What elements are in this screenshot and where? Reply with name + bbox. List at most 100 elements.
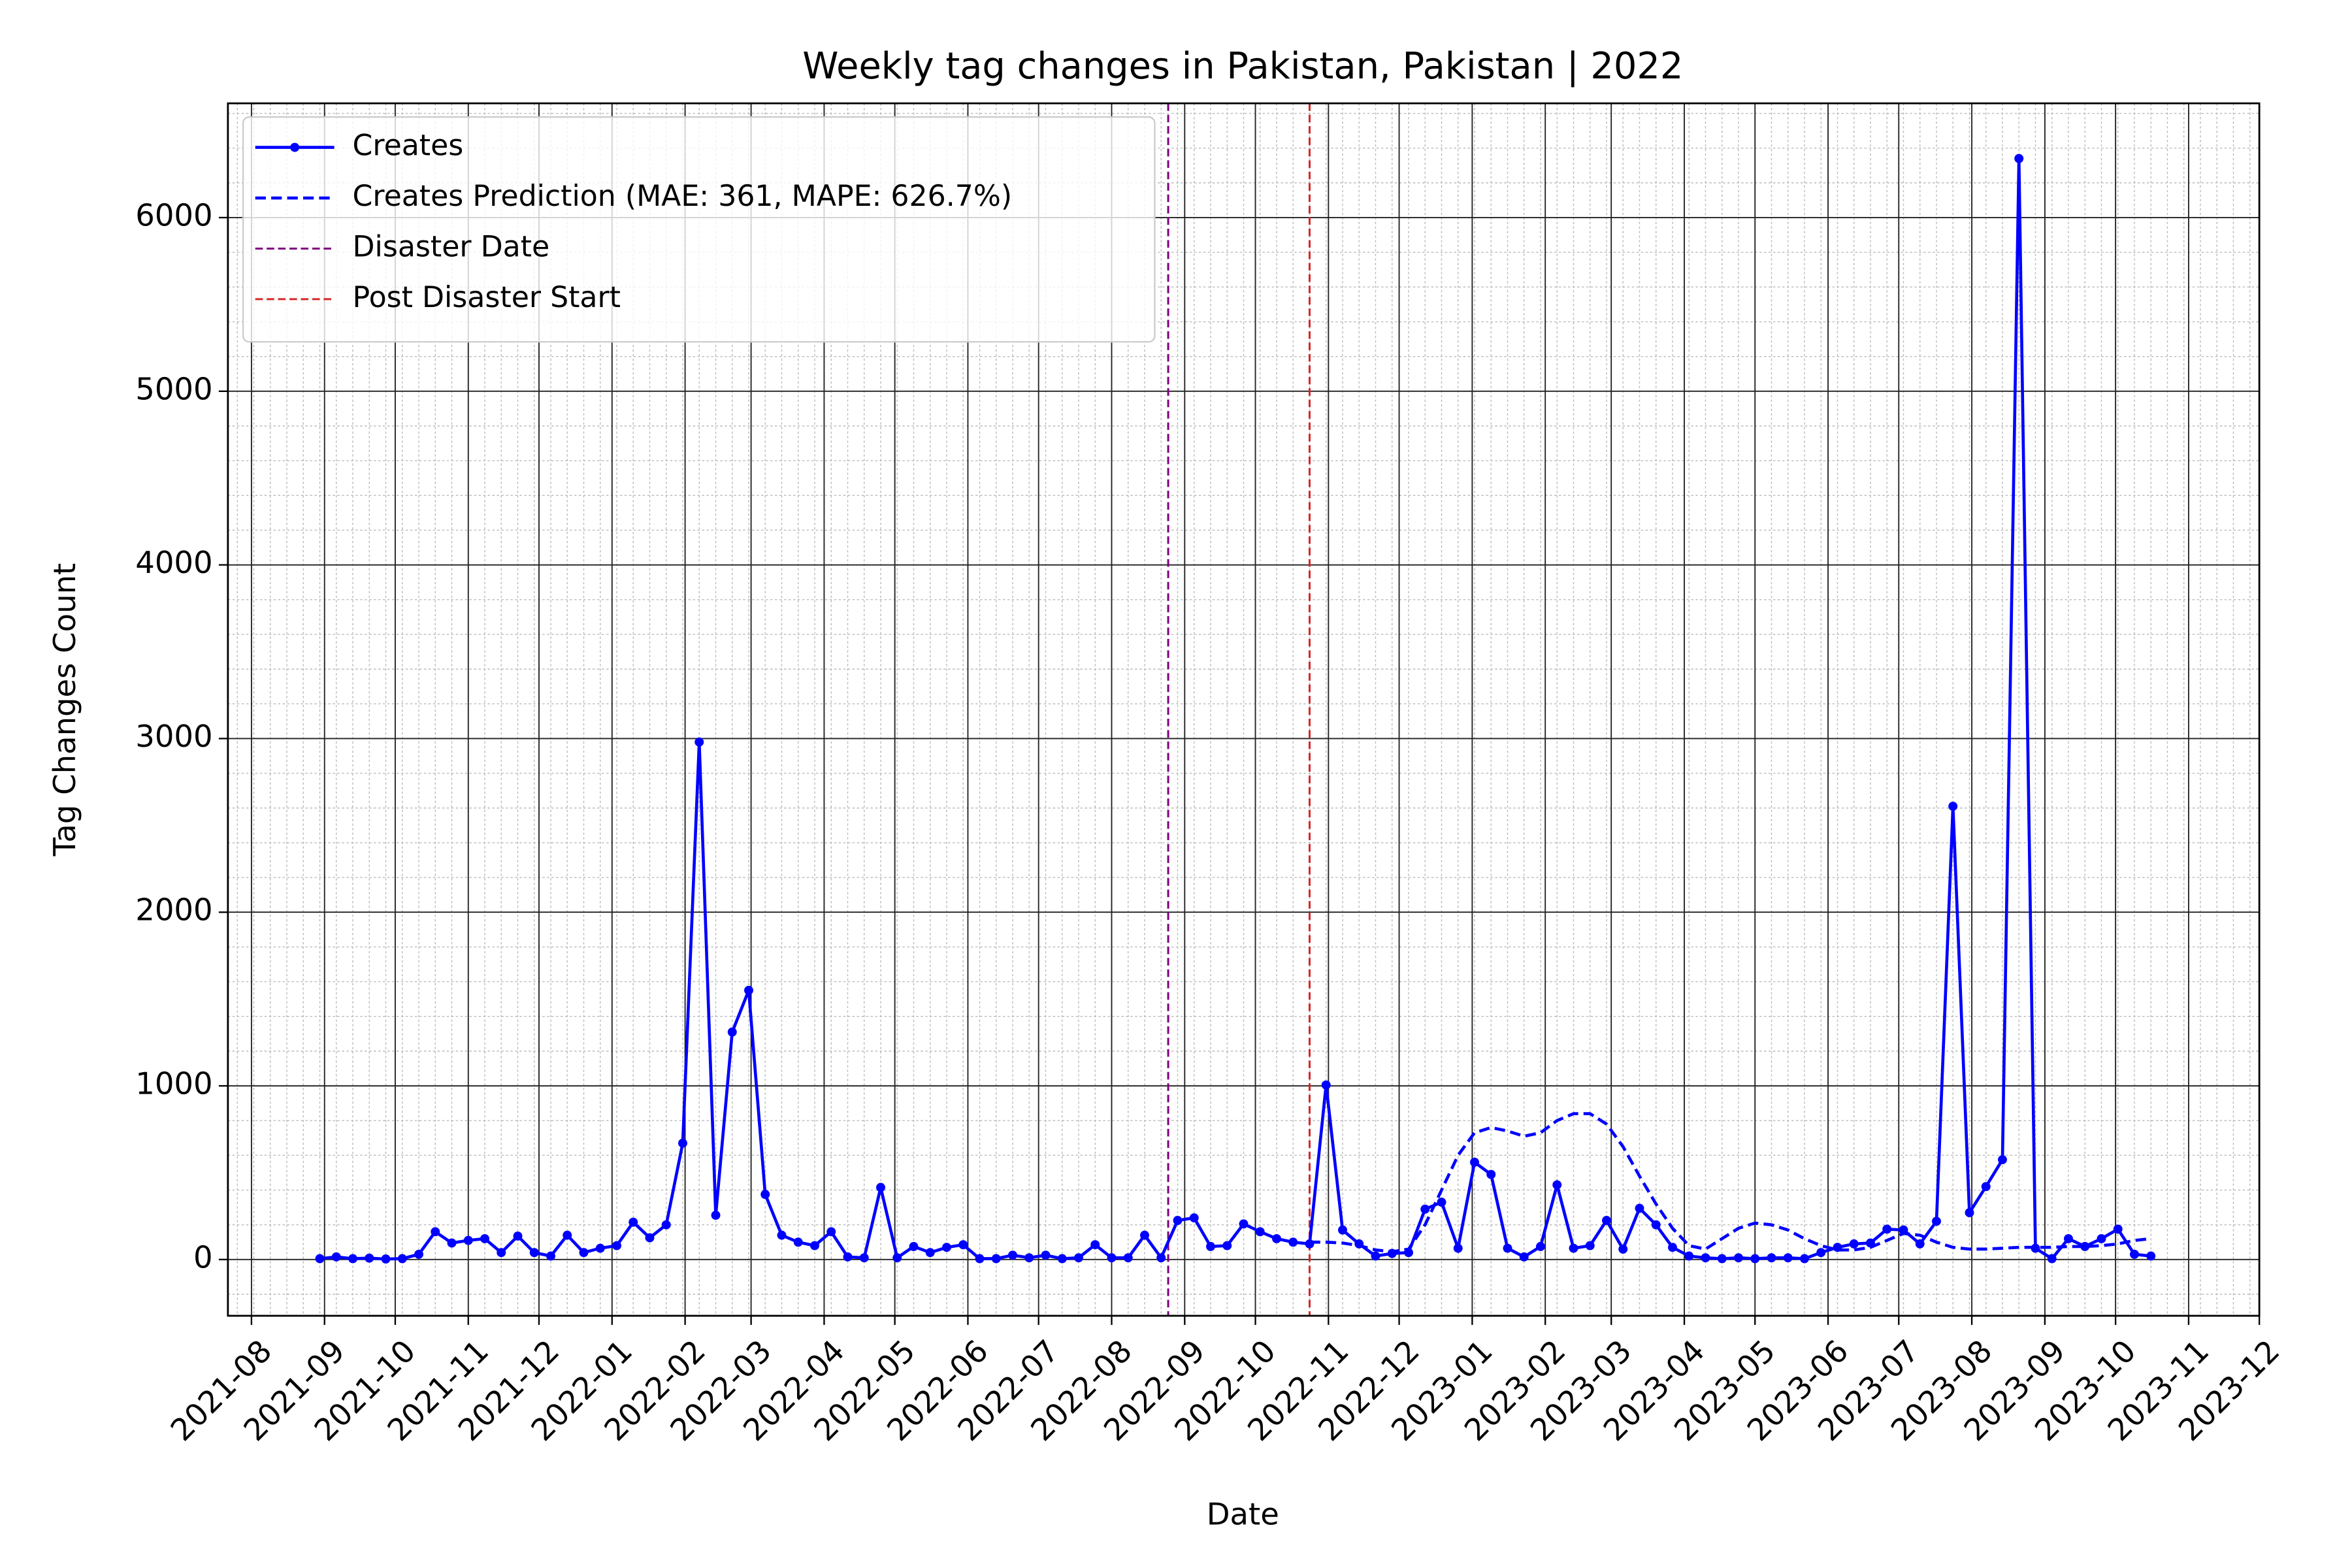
data-point: [1189, 1213, 1199, 1223]
data-point: [2063, 1233, 2073, 1243]
data-point: [1569, 1243, 1578, 1253]
data-point: [1799, 1254, 1809, 1264]
data-point: [1255, 1227, 1265, 1237]
data-point: [975, 1254, 985, 1264]
data-point: [1767, 1253, 1776, 1263]
data-point: [1965, 1208, 1974, 1218]
data-point: [991, 1254, 1001, 1264]
data-point: [909, 1241, 919, 1251]
data-point: [1931, 1217, 1941, 1226]
data-point: [2146, 1251, 2156, 1261]
data-point: [1470, 1158, 1479, 1167]
data-point: [1750, 1254, 1760, 1264]
data-point: [1140, 1230, 1149, 1240]
chart-title: Weekly tag changes in Pakistan, Pakistan…: [802, 45, 1683, 88]
data-point: [2014, 154, 2024, 163]
data-point: [711, 1211, 721, 1220]
x-axis-label: Date: [1207, 1496, 1279, 1531]
data-point: [1008, 1250, 1017, 1260]
legend-label: Creates: [353, 129, 464, 163]
y-tick-label: 4000: [135, 545, 212, 580]
data-point: [1668, 1243, 1677, 1252]
data-point: [1585, 1241, 1595, 1250]
data-point: [365, 1253, 374, 1263]
data-point: [1321, 1080, 1331, 1090]
data-point: [1948, 802, 1958, 811]
data-point: [859, 1253, 869, 1263]
data-point: [1272, 1233, 1281, 1243]
data-point: [810, 1241, 819, 1250]
data-point: [892, 1253, 902, 1263]
legend-label: Creates Prediction (MAE: 361, MAPE: 626.…: [353, 180, 1013, 213]
data-point: [1371, 1251, 1380, 1261]
y-tick-label: 0: [193, 1239, 213, 1275]
data-point: [1733, 1253, 1743, 1263]
series-line: [319, 158, 2151, 1261]
data-point: [942, 1243, 951, 1252]
data-point: [1057, 1254, 1067, 1264]
data-point: [2113, 1224, 2123, 1234]
data-point: [397, 1254, 407, 1264]
data-point: [1338, 1225, 1347, 1235]
data-point: [744, 985, 753, 995]
data-point: [414, 1249, 423, 1259]
data-point: [843, 1252, 853, 1262]
data-point: [1239, 1219, 1249, 1229]
data-point: [958, 1240, 968, 1250]
data-point: [579, 1248, 589, 1258]
data-point: [925, 1248, 935, 1258]
data-point: [529, 1248, 539, 1258]
data-point: [1552, 1180, 1562, 1190]
data-point: [2097, 1233, 2106, 1243]
data-point: [1519, 1252, 1529, 1262]
legend-label: Post Disaster Start: [353, 281, 621, 314]
y-axis-label: Tag Changes Count: [47, 563, 82, 857]
data-point: [1024, 1253, 1034, 1263]
data-point: [563, 1230, 572, 1240]
data-point: [1915, 1239, 1925, 1249]
data-point: [2129, 1249, 2139, 1259]
legend-marker: [290, 142, 300, 152]
series-line: [1309, 1112, 2151, 1254]
data-point: [1717, 1254, 1727, 1264]
data-point: [546, 1251, 555, 1261]
data-point: [1107, 1253, 1117, 1263]
data-point: [315, 1254, 325, 1264]
data-point: [1288, 1237, 1298, 1247]
data-point: [1602, 1216, 1611, 1226]
data-point: [629, 1217, 638, 1227]
data-point: [678, 1138, 687, 1148]
data-point: [463, 1235, 473, 1245]
data-point: [1206, 1241, 1215, 1251]
data-point: [1486, 1169, 1496, 1179]
data-point: [1684, 1251, 1694, 1261]
data-point: [331, 1252, 341, 1262]
y-tick-label: 1000: [135, 1066, 212, 1102]
data-point: [1041, 1250, 1051, 1260]
data-point: [1997, 1155, 2007, 1164]
data-point: [1437, 1198, 1446, 1207]
data-point: [661, 1220, 671, 1230]
data-point: [381, 1254, 391, 1264]
legend-label: Disaster Date: [353, 230, 550, 263]
data-point: [1173, 1216, 1183, 1226]
data-point: [760, 1190, 770, 1200]
data-point: [1503, 1243, 1512, 1253]
data-point: [1420, 1204, 1430, 1214]
legend-box: [242, 116, 1156, 343]
data-point: [1123, 1253, 1133, 1263]
data-point: [2080, 1241, 2090, 1251]
data-point: [1156, 1253, 1166, 1263]
y-tick-label: 5000: [135, 371, 212, 406]
data-point: [1882, 1224, 1892, 1234]
data-point: [595, 1243, 605, 1253]
data-point: [1701, 1253, 1710, 1263]
data-point: [826, 1227, 836, 1237]
data-point: [1849, 1239, 1859, 1249]
data-point: [447, 1238, 457, 1248]
data-point: [645, 1233, 655, 1243]
legend: Creates Creates Prediction (MAE: 361, MAP…: [242, 116, 1156, 343]
data-point: [793, 1237, 803, 1247]
